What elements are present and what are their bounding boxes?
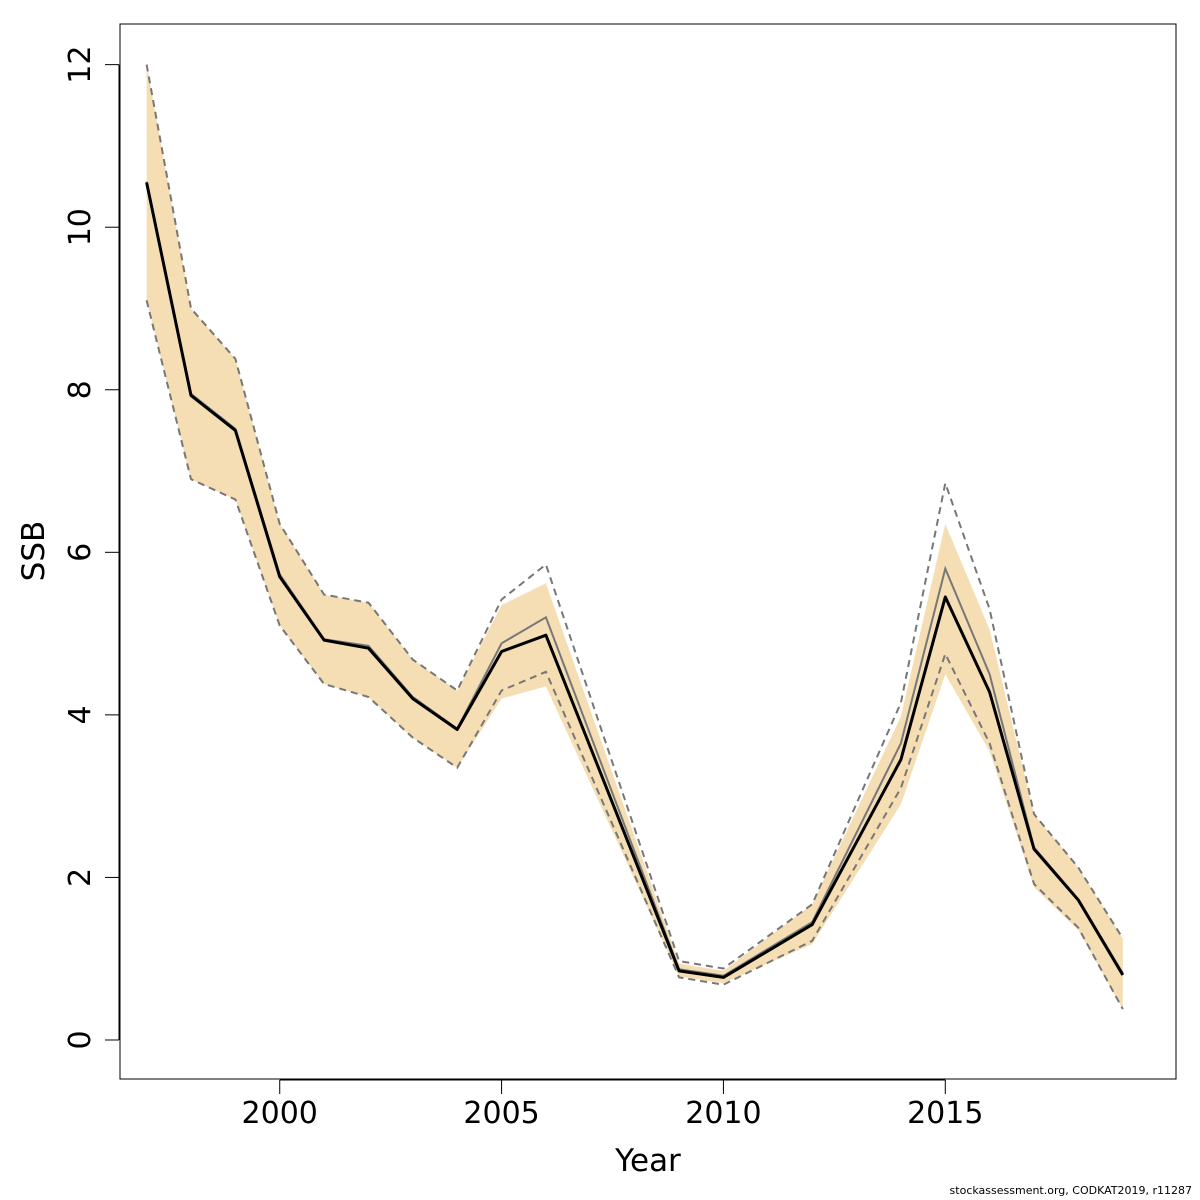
axes-layer: 2000 2005 2010 2015 0 2 4 6 8 10 12 xyxy=(63,46,983,1131)
footnote: stockassessment.org, CODKAT2019, r11287 xyxy=(949,1184,1192,1197)
previous-upper-bound-line xyxy=(145,64,1124,970)
x-tick-label: 2005 xyxy=(463,1096,539,1131)
x-tick-label: 2015 xyxy=(907,1096,983,1131)
x-tick-label: 2010 xyxy=(685,1096,761,1131)
y-tick-label: 8 xyxy=(63,380,98,399)
x-tick-label: 2000 xyxy=(242,1096,318,1131)
previous-lower-bound-line xyxy=(145,300,1124,1010)
y-axis-title: SSB xyxy=(16,521,52,582)
confidence-band xyxy=(146,64,1123,1010)
y-tick-label: 2 xyxy=(63,868,98,887)
y-tick-label: 6 xyxy=(63,543,98,562)
y-tick-label: 4 xyxy=(63,705,98,724)
plot-frame xyxy=(119,23,1177,1080)
y-tick-label: 12 xyxy=(63,46,98,84)
y-tick-label: 0 xyxy=(63,1030,98,1049)
x-axis-title: Year xyxy=(614,1143,681,1179)
y-tick-label: 10 xyxy=(63,208,98,246)
estimate-line xyxy=(145,182,1125,979)
series-lines-layer xyxy=(145,64,1125,1010)
confidence-band-layer xyxy=(146,64,1123,1010)
